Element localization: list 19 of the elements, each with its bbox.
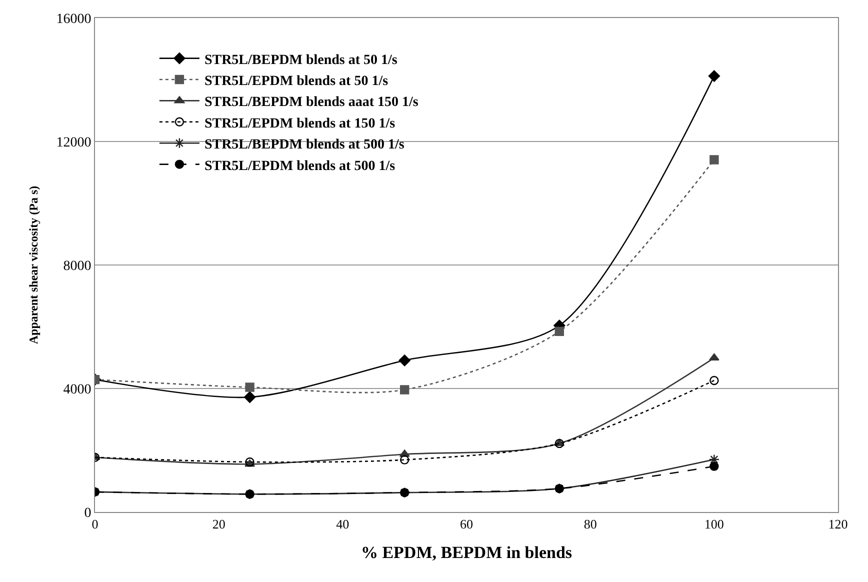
x-tick-label: 20 [212, 516, 226, 532]
legend-label: STR5L/EPDM blends at 150 1/s [204, 116, 396, 132]
x-tick-label: 80 [584, 516, 597, 532]
legend-label: STR5L/EPDM blends at 500 1/s [204, 158, 396, 174]
legend-label: STR5L/EPDM blends at 50 1/s [204, 74, 389, 89]
y-tick-label: 12000 [56, 135, 92, 150]
x-tick-label: 60 [460, 516, 473, 532]
x-axis-title: % EPDM, BEPDM in blends [360, 543, 572, 562]
y-tick-label: 0 [84, 506, 92, 521]
y-tick-label: 16000 [56, 12, 92, 27]
legend-label: STR5L/BEPDM blends aaat 150 1/s [204, 95, 419, 110]
x-tick-label: 120 [828, 516, 848, 532]
y-tick-label: 4000 [63, 382, 92, 398]
y-axis-title: Apparent shear viscosity (Pa s) [26, 186, 40, 344]
legend-label: STR5L/BEPDM blends at 50 1/s [204, 52, 398, 68]
x-tick-label: 40 [336, 516, 350, 532]
legend-label: STR5L/BEPDM blends at 500 1/s [204, 138, 405, 153]
x-tick-label: 100 [704, 516, 724, 532]
y-tick-label: 8000 [63, 258, 92, 274]
